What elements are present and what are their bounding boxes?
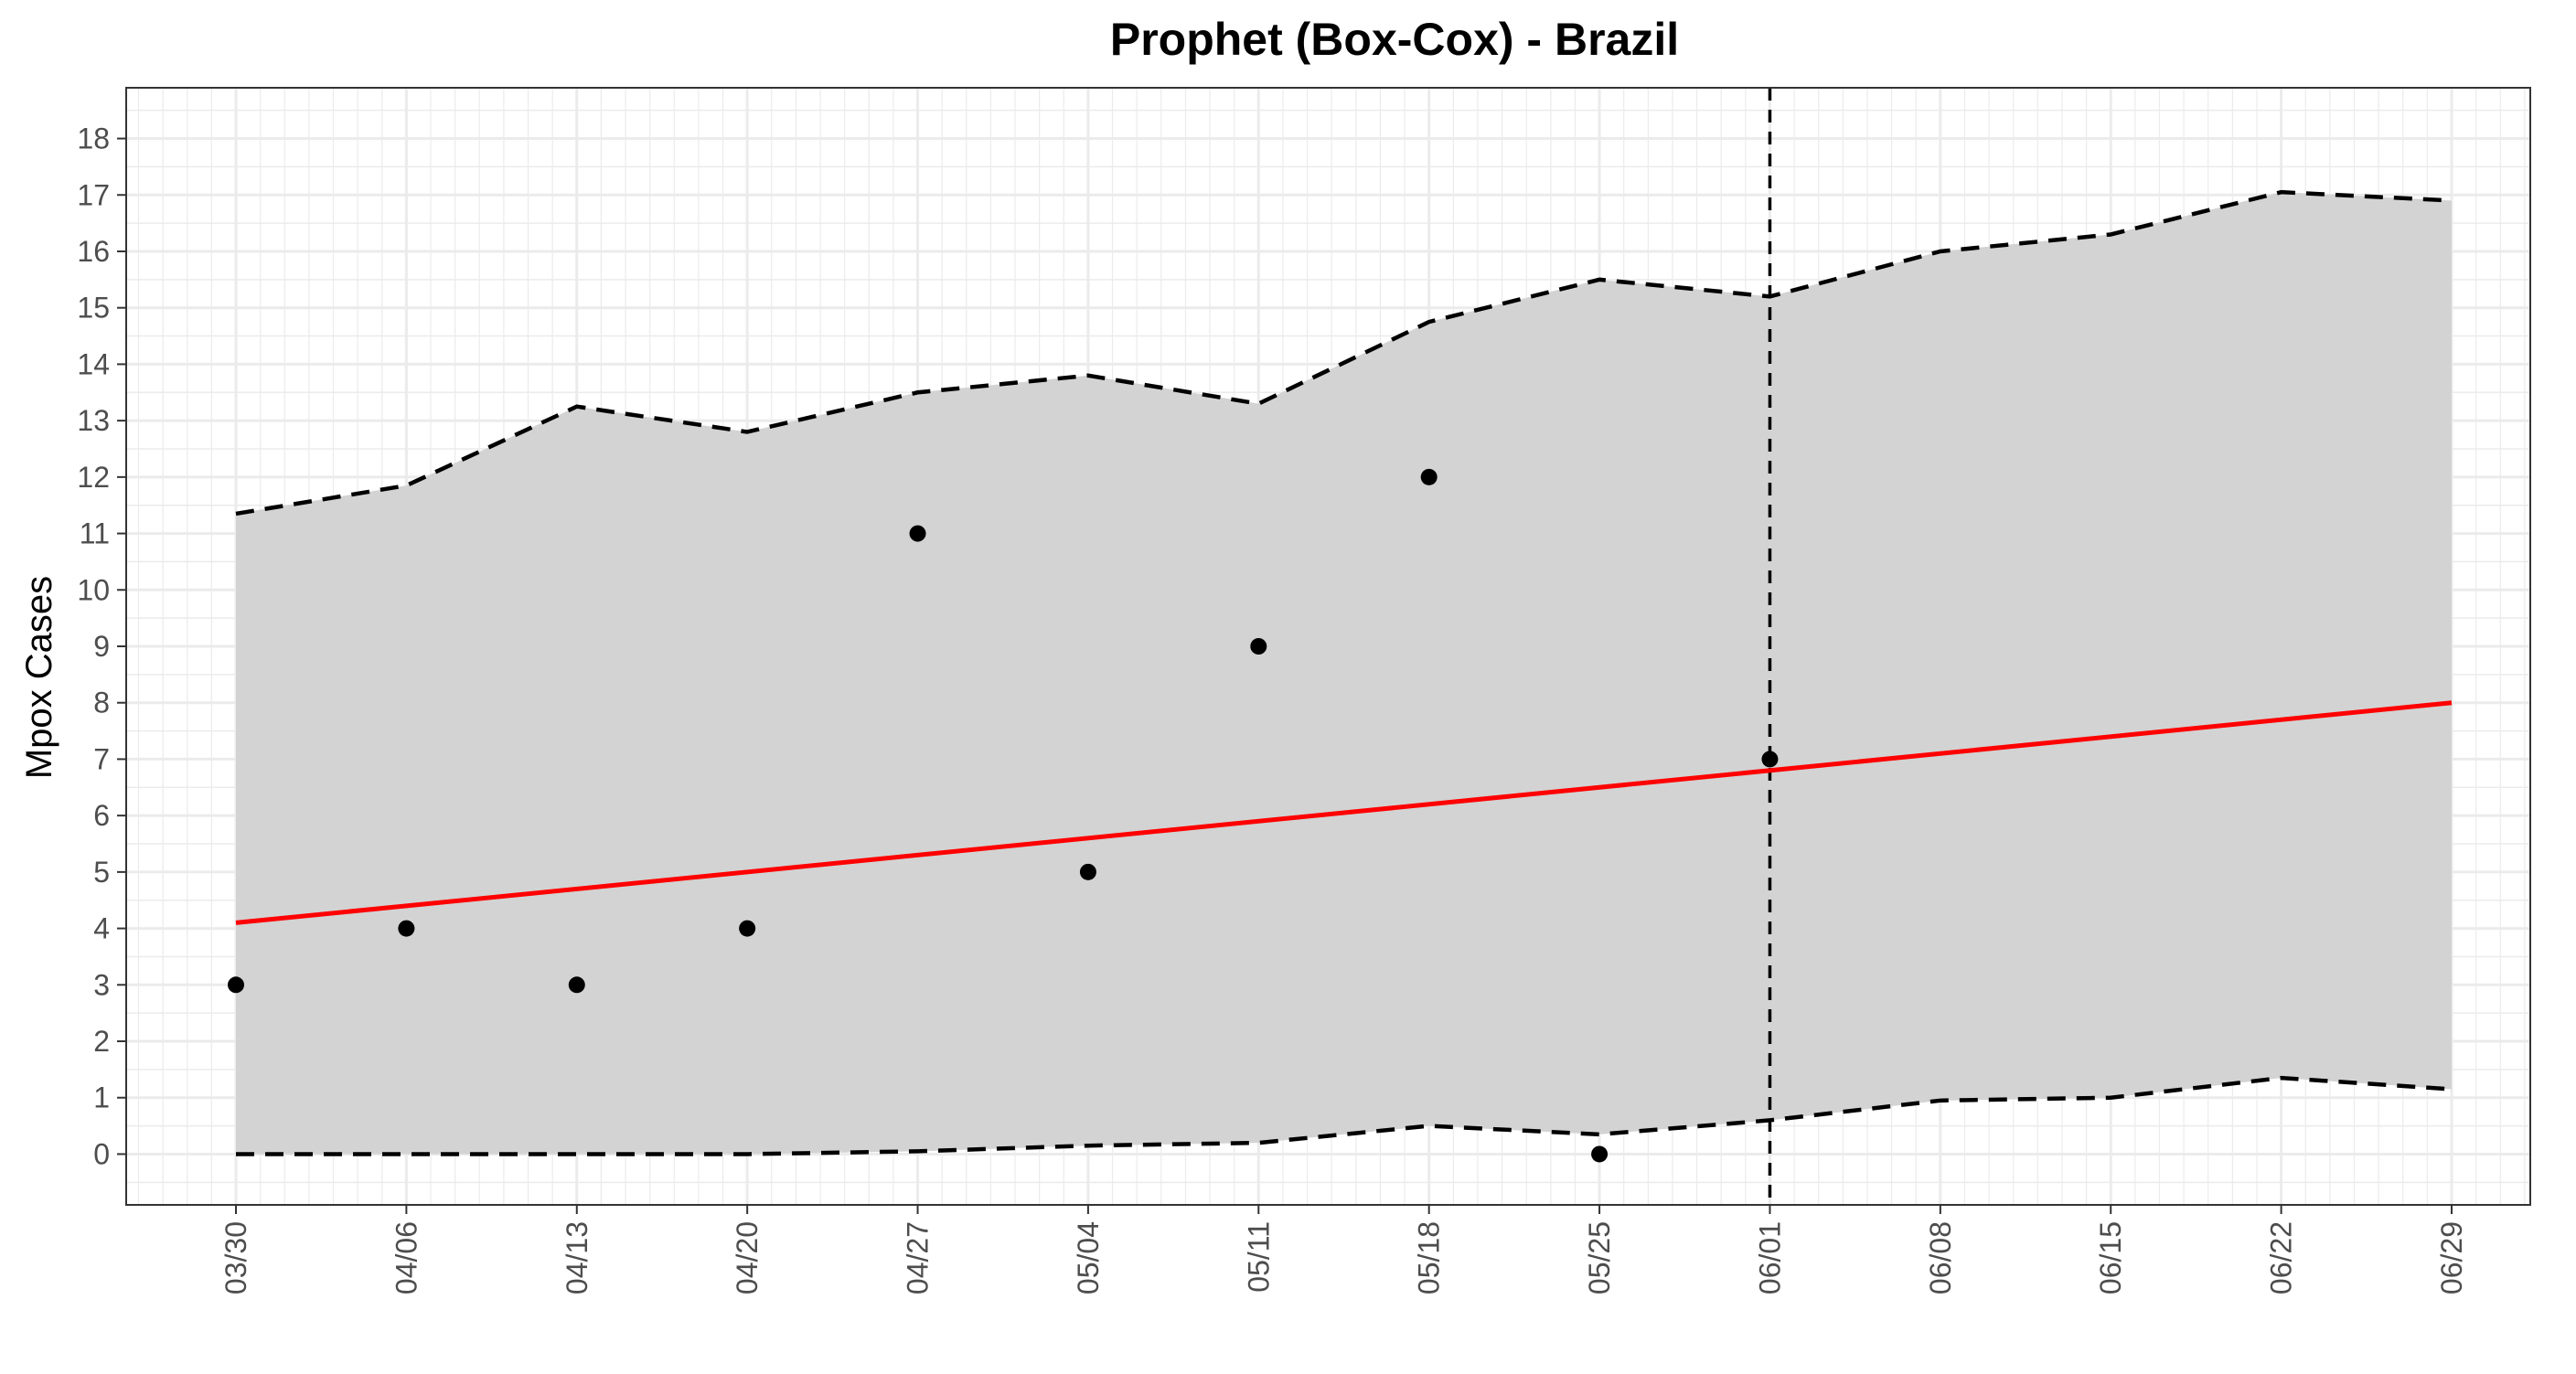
x-tick-label: 06/15	[2094, 1221, 2127, 1294]
observed-point	[1250, 638, 1267, 655]
prediction-interval-band	[236, 192, 2452, 1155]
y-tick-label: 12	[77, 461, 110, 494]
chart-title: Prophet (Box-Cox) - Brazil	[1110, 14, 1679, 65]
y-tick-label: 4	[93, 912, 110, 945]
x-tick-label: 06/01	[1753, 1221, 1786, 1294]
y-tick-label: 15	[77, 292, 110, 325]
y-tick-label: 1	[93, 1081, 110, 1114]
observed-point	[1591, 1145, 1609, 1163]
y-tick-label: 18	[77, 122, 110, 155]
x-tick-label: 06/22	[2265, 1221, 2298, 1294]
observed-point	[398, 920, 415, 937]
x-tick-label: 04/06	[390, 1221, 422, 1294]
x-tick-label: 05/25	[1583, 1221, 1616, 1294]
y-tick-label: 11	[80, 517, 110, 550]
fitted-line	[235, 700, 2453, 925]
y-tick-label: 3	[93, 968, 110, 1001]
lower-bound-line	[236, 1075, 2453, 1156]
x-tick-label: 06/29	[2435, 1221, 2468, 1294]
observed-point	[1079, 863, 1096, 880]
x-tick-label: 04/13	[561, 1221, 593, 1294]
upper-bound-line	[235, 189, 2453, 517]
y-tick-label: 5	[93, 856, 110, 889]
y-tick-label: 9	[93, 630, 110, 663]
observed-point	[1420, 468, 1438, 485]
y-tick-label: 13	[77, 404, 110, 437]
observed-point	[1761, 751, 1779, 768]
x-tick-label: 05/04	[1072, 1221, 1105, 1294]
x-tick-label: 04/20	[731, 1221, 764, 1294]
x-tick-label: 06/08	[1924, 1221, 1957, 1294]
y-axis-label: Mpox Cases	[19, 576, 59, 779]
y-tick-label: 0	[93, 1137, 110, 1170]
y-tick-label: 6	[93, 799, 110, 832]
y-tick-label: 10	[77, 573, 110, 606]
x-tick-label: 05/18	[1413, 1221, 1446, 1294]
x-tick-label: 03/30	[219, 1221, 252, 1294]
y-tick-label: 16	[77, 235, 110, 268]
x-tick-label: 04/27	[902, 1221, 935, 1294]
observed-point	[739, 920, 756, 937]
observed-point	[228, 976, 244, 994]
observed-point	[568, 976, 585, 994]
y-tick-label: 2	[93, 1025, 110, 1058]
y-tick-label: 14	[77, 347, 110, 380]
observed-point	[909, 525, 926, 542]
y-tick-label: 7	[93, 742, 110, 775]
y-tick-label: 8	[93, 687, 110, 719]
y-tick-label: 17	[77, 178, 110, 211]
x-tick-label: 05/11	[1242, 1221, 1275, 1293]
